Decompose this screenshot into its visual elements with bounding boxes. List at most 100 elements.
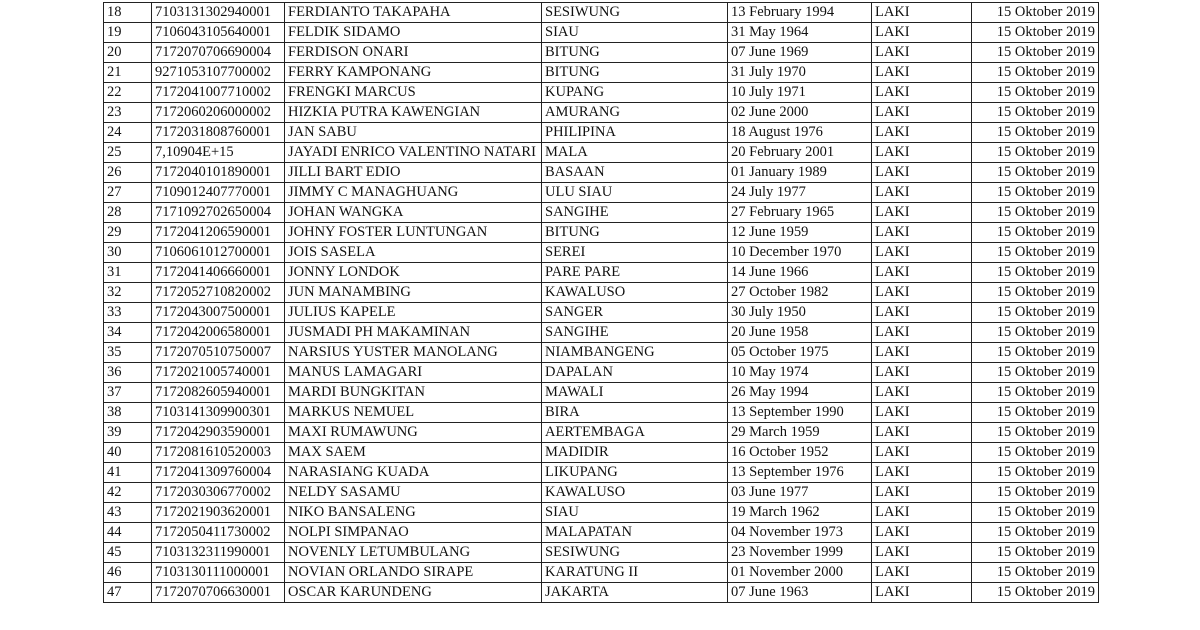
cell-name: NARASIANG KUADA bbox=[284, 462, 542, 483]
cell-date: 15 Oktober 2019 bbox=[971, 62, 1099, 83]
cell-name: NOVENLY LETUMBULANG bbox=[284, 542, 542, 563]
cell-nik: 7172041007710002 bbox=[151, 82, 285, 103]
cell-date: 15 Oktober 2019 bbox=[971, 262, 1099, 283]
cell-gender: LAKI bbox=[871, 322, 972, 343]
table-row: 26 7172040101890001 JILLI BART EDIO BASAAN 0… bbox=[103, 162, 1099, 183]
cell-nik: 7106043105640001 bbox=[151, 22, 285, 43]
cell-nik: 7103141309900301 bbox=[151, 402, 285, 423]
cell-nik: 7172041309760004 bbox=[151, 462, 285, 483]
cell-date: 15 Oktober 2019 bbox=[971, 302, 1099, 323]
cell-birthplace: KARATUNG II bbox=[541, 562, 728, 583]
cell-birth-date: 13 September 1976 bbox=[727, 462, 872, 483]
cell-nik: 7172060206000002 bbox=[151, 102, 285, 123]
cell-nik: 7106061012700001 bbox=[151, 242, 285, 263]
cell-row-number: 43 bbox=[103, 502, 152, 523]
cell-row-number: 41 bbox=[103, 462, 152, 483]
cell-date: 15 Oktober 2019 bbox=[971, 482, 1099, 503]
cell-gender: LAKI bbox=[871, 282, 972, 303]
cell-date: 15 Oktober 2019 bbox=[971, 462, 1099, 483]
cell-name: MANUS LAMAGARI bbox=[284, 362, 542, 383]
cell-birthplace: SIAU bbox=[541, 22, 728, 43]
cell-birth-date: 27 October 1982 bbox=[727, 282, 872, 303]
table-row: 28 7171092702650004 JOHAN WANGKA SANGIHE 27 … bbox=[103, 202, 1099, 223]
table-row: 45 7103132311990001 NOVENLY LETUMBULANG SES… bbox=[103, 542, 1099, 563]
cell-birth-date: 18 August 1976 bbox=[727, 122, 872, 143]
cell-nik: 7172040101890001 bbox=[151, 162, 285, 183]
cell-name: JUSMADI PH MAKAMINAN bbox=[284, 322, 542, 343]
cell-name: FRENGKI MARCUS bbox=[284, 82, 542, 103]
cell-row-number: 28 bbox=[103, 202, 152, 223]
cell-birthplace: SESIWUNG bbox=[541, 542, 728, 563]
cell-name: JIMMY C MANAGHUANG bbox=[284, 182, 542, 203]
cell-name: NARSIUS YUSTER MANOLANG bbox=[284, 342, 542, 363]
cell-row-number: 37 bbox=[103, 382, 152, 403]
cell-birthplace: AMURANG bbox=[541, 102, 728, 123]
cell-row-number: 44 bbox=[103, 522, 152, 543]
cell-nik: 7172082605940001 bbox=[151, 382, 285, 403]
cell-gender: LAKI bbox=[871, 242, 972, 263]
cell-name: MARDI BUNGKITAN bbox=[284, 382, 542, 403]
cell-birth-date: 10 July 1971 bbox=[727, 82, 872, 103]
cell-birthplace: AERTEMBAGA bbox=[541, 422, 728, 443]
cell-birth-date: 14 June 1966 bbox=[727, 262, 872, 283]
cell-birth-date: 01 November 2000 bbox=[727, 562, 872, 583]
cell-birthplace: PARE PARE bbox=[541, 262, 728, 283]
cell-gender: LAKI bbox=[871, 342, 972, 363]
cell-row-number: 34 bbox=[103, 322, 152, 343]
cell-nik: 7,10904E+15 bbox=[151, 142, 285, 163]
cell-row-number: 47 bbox=[103, 582, 152, 603]
cell-date: 15 Oktober 2019 bbox=[971, 442, 1099, 463]
table-body: 18 7103131302940001 FERDIANTO TAKAPAHA SESI… bbox=[103, 2, 1099, 603]
cell-name: JOHNY FOSTER LUNTUNGAN bbox=[284, 222, 542, 243]
cell-birthplace: SANGIHE bbox=[541, 202, 728, 223]
cell-nik: 9271053107700002 bbox=[151, 62, 285, 83]
cell-birth-date: 16 October 1952 bbox=[727, 442, 872, 463]
cell-row-number: 40 bbox=[103, 442, 152, 463]
cell-birth-date: 04 November 1973 bbox=[727, 522, 872, 543]
cell-row-number: 26 bbox=[103, 162, 152, 183]
cell-name: MARKUS NEMUEL bbox=[284, 402, 542, 423]
cell-gender: LAKI bbox=[871, 522, 972, 543]
cell-birth-date: 03 June 1977 bbox=[727, 482, 872, 503]
cell-date: 15 Oktober 2019 bbox=[971, 22, 1099, 43]
table-row: 32 7172052710820002 JUN MANAMBING KAWALUSO 2… bbox=[103, 282, 1099, 303]
cell-birth-date: 31 May 1964 bbox=[727, 22, 872, 43]
cell-birth-date: 26 May 1994 bbox=[727, 382, 872, 403]
cell-birthplace: SIAU bbox=[541, 502, 728, 523]
cell-birthplace: SANGIHE bbox=[541, 322, 728, 343]
cell-birth-date: 29 March 1959 bbox=[727, 422, 872, 443]
cell-birthplace: SANGER bbox=[541, 302, 728, 323]
cell-date: 15 Oktober 2019 bbox=[971, 362, 1099, 383]
cell-name: NOLPI SIMPANAO bbox=[284, 522, 542, 543]
table-row: 27 7109012407770001 JIMMY C MANAGHUANG ULU … bbox=[103, 182, 1099, 203]
cell-nik: 7172042006580001 bbox=[151, 322, 285, 343]
cell-nik: 7103130111000001 bbox=[151, 562, 285, 583]
cell-date: 15 Oktober 2019 bbox=[971, 502, 1099, 523]
cell-date: 15 Oktober 2019 bbox=[971, 522, 1099, 543]
cell-gender: LAKI bbox=[871, 422, 972, 443]
cell-date: 15 Oktober 2019 bbox=[971, 562, 1099, 583]
cell-birth-date: 07 June 1969 bbox=[727, 42, 872, 63]
cell-gender: LAKI bbox=[871, 62, 972, 83]
cell-name: MAX SAEM bbox=[284, 442, 542, 463]
cell-nik: 7172050411730002 bbox=[151, 522, 285, 543]
cell-birth-date: 05 October 1975 bbox=[727, 342, 872, 363]
cell-birthplace: MALA bbox=[541, 142, 728, 163]
cell-birth-date: 20 June 1958 bbox=[727, 322, 872, 343]
cell-name: FERRY KAMPONANG bbox=[284, 62, 542, 83]
table-row: 36 7172021005740001 MANUS LAMAGARI DAPALAN 1… bbox=[103, 362, 1099, 383]
table-row: 20 7172070706690004 FERDISON ONARI BITUNG 07… bbox=[103, 42, 1099, 63]
cell-name: HIZKIA PUTRA KAWENGIAN bbox=[284, 102, 542, 123]
cell-gender: LAKI bbox=[871, 482, 972, 503]
cell-row-number: 29 bbox=[103, 222, 152, 243]
table-row: 31 7172041406660001 JONNY LONDOK PARE PARE 1… bbox=[103, 262, 1099, 283]
cell-nik: 7172070706630001 bbox=[151, 582, 285, 603]
cell-name: NIKO BANSALENG bbox=[284, 502, 542, 523]
cell-name: OSCAR KARUNDENG bbox=[284, 582, 542, 603]
cell-name: FERDIANTO TAKAPAHA bbox=[284, 2, 542, 23]
cell-gender: LAKI bbox=[871, 382, 972, 403]
cell-row-number: 36 bbox=[103, 362, 152, 383]
cell-gender: LAKI bbox=[871, 542, 972, 563]
cell-row-number: 42 bbox=[103, 482, 152, 503]
table-row: 41 7172041309760004 NARASIANG KUADA LIKUPAN… bbox=[103, 462, 1099, 483]
